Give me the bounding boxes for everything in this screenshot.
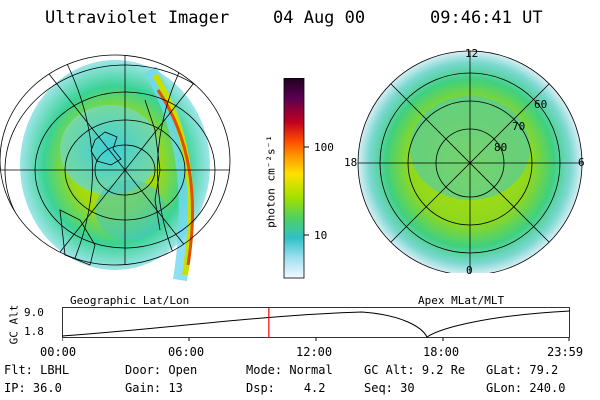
geographic-longitude-status: GLon: 240.0 (486, 381, 566, 395)
filter-status: Flt: LBHL (4, 363, 70, 377)
gain-status: Gain: 13 (125, 381, 183, 395)
display-status: Dsp: 4.2 (246, 381, 326, 395)
ip-status: IP: 36.0 (4, 381, 62, 395)
sequence-status: Seq: 30 (364, 381, 415, 395)
time-tick-0000: 00:00 (40, 345, 77, 359)
colorbar-tick-100: 100 (314, 141, 334, 154)
time-tick-2359: 23:59 (547, 345, 584, 359)
geographic-image (0, 54, 231, 282)
mode-status: Mode: Normal (246, 363, 333, 377)
mlt-label-6: 6 (578, 156, 585, 169)
altitude-tick-low: 1.8 (24, 325, 44, 338)
instrument-title: Ultraviolet Imager (45, 8, 230, 28)
time-tick-1200: 12:00 (296, 345, 333, 359)
altitude-tick-high: 9.0 (24, 306, 44, 319)
mlt-label-18: 18 (344, 156, 358, 169)
observation-date: 04 Aug 00 (273, 8, 366, 28)
time-tick-1800: 18:00 (423, 345, 460, 359)
polar-caption: Apex MLat/MLT (418, 294, 505, 307)
altitude-axis-label: GC Alt (7, 304, 21, 345)
altitude-plot (62, 307, 571, 341)
gc-altitude-status: GC Alt: 9.2 Re (364, 363, 466, 377)
lat-label-80: 80 (494, 141, 508, 154)
mlt-label-0: 0 (466, 264, 473, 277)
lat-label-60: 60 (534, 98, 548, 111)
time-tick-0600: 06:00 (168, 345, 205, 359)
colorbar-unit-label: photon cm⁻²s⁻¹ (264, 135, 278, 228)
lat-label-70: 70 (512, 120, 526, 133)
geographic-caption: Geographic Lat/Lon (70, 294, 190, 307)
door-status: Door: Open (125, 363, 198, 377)
observation-time: 09:46:41 UT (430, 8, 543, 28)
colorbar-tick-10: 10 (314, 229, 328, 242)
color-scale (283, 78, 309, 279)
mlt-label-12: 12 (465, 47, 479, 60)
polar-mlat-mlt-image (357, 50, 583, 273)
geographic-latitude-status: GLat: 79.2 (486, 363, 559, 377)
